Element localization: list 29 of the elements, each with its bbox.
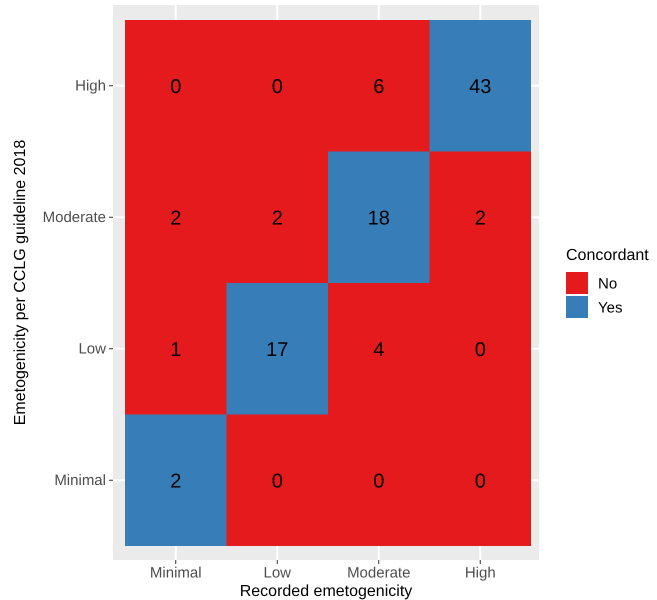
y-tick-label: Low <box>78 340 106 358</box>
data-label: 1 <box>170 338 182 361</box>
data-label: 4 <box>373 338 384 361</box>
y-tick-label: High <box>75 78 106 95</box>
data-label: 17 <box>266 338 288 361</box>
data-label: 0 <box>272 76 283 98</box>
y-tick-label: Minimal <box>54 472 106 490</box>
data-label: 2 <box>170 207 182 230</box>
data-label: 2 <box>474 207 486 230</box>
data-label: 0 <box>170 76 182 98</box>
y-axis-title: Emetogenicity per CCLG guideline 2018 <box>12 140 29 426</box>
x-tick-label: Moderate <box>347 564 410 582</box>
text: No <box>598 275 618 292</box>
data-label: 0 <box>474 338 486 361</box>
data-label: 6 <box>373 76 384 98</box>
x-tick-label: Minimal <box>150 564 202 582</box>
data-label: 0 <box>474 470 486 492</box>
y-tick-label: Moderate <box>42 209 106 226</box>
data-label: 0 <box>373 470 384 492</box>
data-label: 43 <box>469 76 492 98</box>
data-label: 0 <box>272 470 283 492</box>
x-tick-label: High <box>464 564 496 582</box>
data-label: 2 <box>170 470 182 492</box>
data-label: 2 <box>272 207 283 230</box>
data-label: 18 <box>368 207 390 230</box>
x-axis-title: Recorded emetogenicity <box>240 583 412 600</box>
text: Yes <box>598 299 622 316</box>
legend-title: Concordant <box>566 247 650 264</box>
x-tick-label: Low <box>263 564 292 582</box>
